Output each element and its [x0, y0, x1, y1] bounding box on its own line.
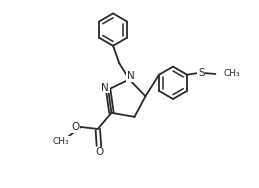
- Text: O: O: [95, 147, 103, 157]
- Text: N: N: [101, 83, 109, 93]
- Text: CH₃: CH₃: [53, 137, 69, 146]
- Text: N: N: [127, 71, 134, 81]
- Text: S: S: [198, 68, 205, 78]
- Text: O: O: [71, 122, 80, 132]
- Text: CH₃: CH₃: [223, 70, 240, 78]
